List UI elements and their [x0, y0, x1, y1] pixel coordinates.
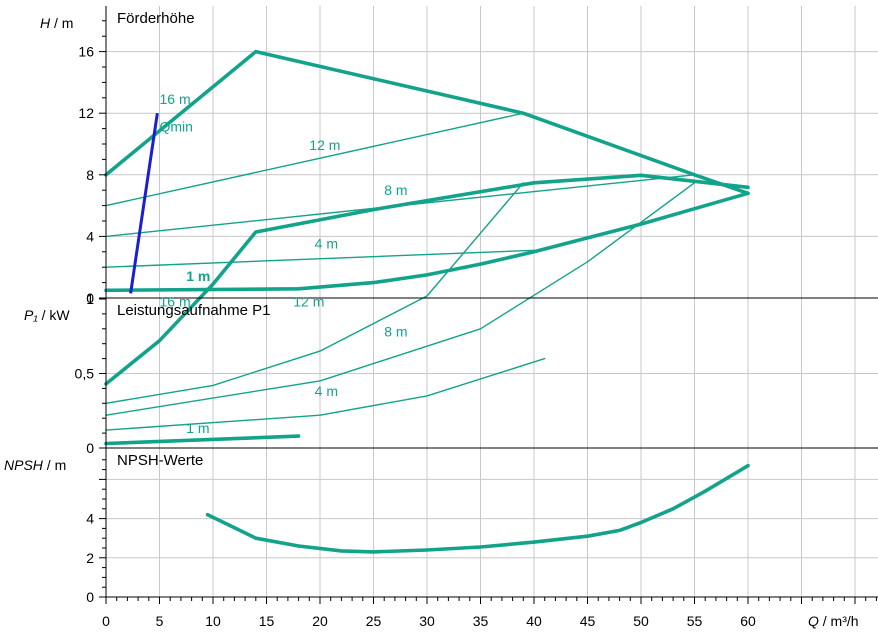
- x-tick-label: 55: [687, 613, 703, 629]
- y-tick-label: 0: [86, 440, 94, 456]
- x-tick-label: 5: [156, 613, 164, 629]
- curve-label: 8 m: [384, 182, 407, 198]
- x-tick-label: 60: [740, 613, 756, 629]
- curve-label: 1 m: [186, 268, 210, 284]
- y-tick-label: 4: [86, 511, 94, 527]
- y-tick-label: 1: [86, 291, 94, 307]
- x-tick-label: 45: [580, 613, 596, 629]
- panel-title: Leistungsaufnahme P1: [117, 302, 270, 319]
- y-tick-label: 0,5: [75, 366, 95, 382]
- y-axis-label: P₁ / kW: [24, 307, 70, 323]
- x-tick-label: 30: [419, 613, 435, 629]
- curve-line: [105, 182, 696, 416]
- curve-line: [205, 463, 750, 554]
- y-tick-label: 0: [86, 290, 94, 306]
- x-tick-label: 10: [205, 613, 221, 629]
- qmin-line: [129, 112, 159, 294]
- curve-line: [105, 182, 524, 404]
- y-tick-label: 8: [86, 167, 94, 183]
- x-tick-label: 35: [473, 613, 489, 629]
- curve-label: Qmin: [160, 119, 193, 135]
- x-tick-label: 25: [366, 613, 382, 629]
- y-axis-label: NPSH / m: [4, 457, 66, 473]
- y-tick-label: 4: [86, 228, 94, 244]
- curve-label: 4 m: [315, 383, 338, 399]
- axes: [99, 6, 878, 604]
- curve-label: 16 m: [160, 293, 191, 309]
- curve-line: [104, 434, 301, 446]
- curve-line: [104, 191, 750, 293]
- y-axis-label: H / m: [40, 15, 73, 31]
- x-tick-label: 50: [633, 613, 649, 629]
- y-tick-label: 12: [78, 105, 94, 121]
- y-tick-label: 0: [86, 589, 94, 605]
- curve-line: [105, 112, 524, 207]
- y-tick-label: 2: [86, 550, 94, 566]
- x-tick-label: 20: [312, 613, 328, 629]
- curve-label: 12 m: [293, 293, 324, 309]
- curve-line: [104, 173, 750, 386]
- curve-label: 4 m: [315, 236, 338, 252]
- x-tick-label: 40: [526, 613, 542, 629]
- curve-label: 12 m: [309, 137, 340, 153]
- curve-label: 8 m: [384, 323, 407, 339]
- x-tick-label: 0: [102, 613, 110, 629]
- curve-line: [105, 357, 546, 431]
- curve-label: 16 m: [160, 91, 191, 107]
- curves: [104, 49, 750, 554]
- panel-title: Förderhöhe: [117, 10, 195, 27]
- grid: [106, 6, 878, 597]
- curve-label: 1 m: [186, 420, 209, 436]
- y-tick-label: 16: [78, 44, 94, 60]
- x-tick-label: 15: [259, 613, 275, 629]
- panel-title: NPSH-Werte: [117, 452, 203, 469]
- x-axis-label: Q / m³/h: [808, 613, 859, 629]
